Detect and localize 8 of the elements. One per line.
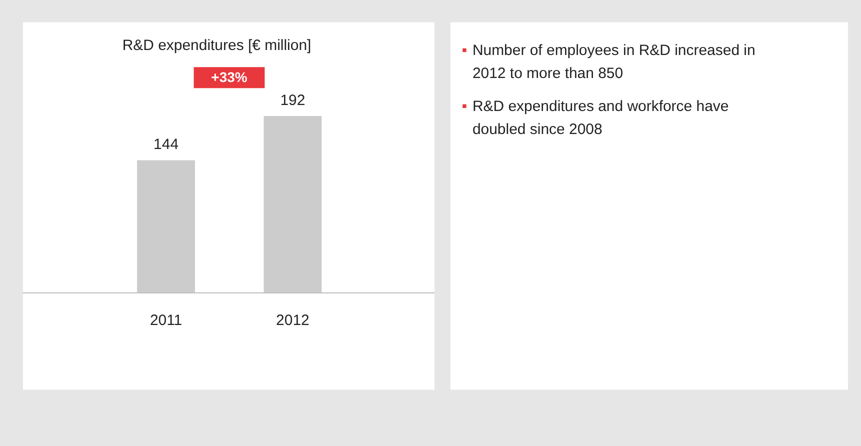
text: +33%: [211, 69, 248, 86]
x-tick-label: 2012: [276, 312, 310, 329]
text: R&D expenditures and workforce have doubled since 2008: [472, 98, 729, 138]
data-label: 192: [280, 92, 306, 110]
data-label: 144: [154, 136, 179, 154]
x-tick-label: 2011: [150, 312, 182, 329]
text: Number of employees in R&D increased in 2012 to more than 850: [472, 42, 756, 82]
chart-title: R&D expenditures [€ million]: [122, 37, 312, 54]
